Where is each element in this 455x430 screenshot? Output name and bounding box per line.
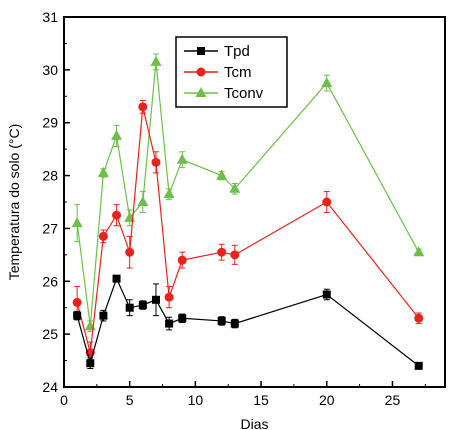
data-point: [150, 55, 162, 66]
x-axis: 0 5 10 15 20 25: [60, 381, 426, 408]
data-point: [98, 231, 108, 241]
x-tick-label: 25: [385, 392, 401, 408]
data-point: [125, 303, 134, 312]
y-tick-label: 28: [42, 168, 58, 184]
data-point: [111, 129, 123, 140]
y-axis-title: Temperatura do solo (°C): [6, 124, 22, 281]
data-point: [413, 246, 425, 257]
data-point: [177, 255, 187, 265]
data-point: [112, 274, 121, 283]
y-tick-label: 24: [42, 379, 58, 395]
data-point: [322, 290, 331, 299]
series-line: [76, 277, 420, 367]
data-point: [322, 197, 332, 207]
y-tick-label: 26: [42, 273, 58, 289]
legend-label: Tconv: [224, 85, 264, 102]
data-point: [151, 157, 161, 167]
data-point: [163, 188, 175, 199]
data-point: [72, 297, 82, 307]
legend-label: Tcm: [224, 64, 252, 81]
data-point: [230, 319, 239, 328]
data-point: [230, 250, 240, 260]
data-point: [86, 359, 95, 368]
y-tick-label: 29: [42, 115, 58, 131]
data-point: [138, 301, 147, 310]
data-point: [73, 311, 82, 320]
series-tconv: [71, 53, 425, 332]
legend-marker: [197, 47, 205, 55]
data-point: [97, 166, 109, 177]
y-axis: 24 25 26 27 28 29 30 31: [42, 9, 70, 395]
legend-label: Tpd: [224, 43, 250, 60]
series-layer: [71, 53, 425, 370]
data-point: [178, 314, 187, 323]
data-point: [217, 316, 226, 325]
x-axis-title: Dias: [240, 416, 268, 430]
x-tick-label: 15: [253, 392, 269, 408]
legend-marker: [195, 87, 207, 97]
data-point: [216, 169, 228, 180]
legend-marker: [196, 67, 206, 77]
data-point: [217, 247, 227, 257]
data-point: [125, 247, 135, 257]
data-point: [137, 196, 149, 206]
data-point: [151, 295, 160, 304]
x-tick-label: 10: [188, 392, 204, 408]
y-tick-label: 30: [42, 62, 58, 78]
series-tpd: [73, 274, 423, 370]
data-point: [414, 361, 423, 370]
data-point: [138, 102, 148, 112]
data-point: [165, 319, 174, 328]
data-point: [99, 311, 108, 320]
data-point: [414, 313, 424, 323]
x-tick-label: 5: [126, 392, 134, 408]
data-point: [176, 153, 188, 164]
y-tick-label: 25: [42, 326, 58, 342]
data-point: [71, 217, 83, 228]
y-tick-label: 31: [42, 9, 58, 25]
series-tcm: [72, 100, 424, 364]
data-point: [229, 182, 241, 193]
x-tick-label: 20: [319, 392, 335, 408]
data-point: [112, 210, 122, 220]
y-tick-label: 27: [42, 220, 58, 236]
data-point: [321, 77, 333, 88]
legend: Tpd Tcm Tconv: [175, 36, 288, 108]
x-tick-label: 0: [60, 392, 68, 408]
data-point: [164, 292, 174, 302]
